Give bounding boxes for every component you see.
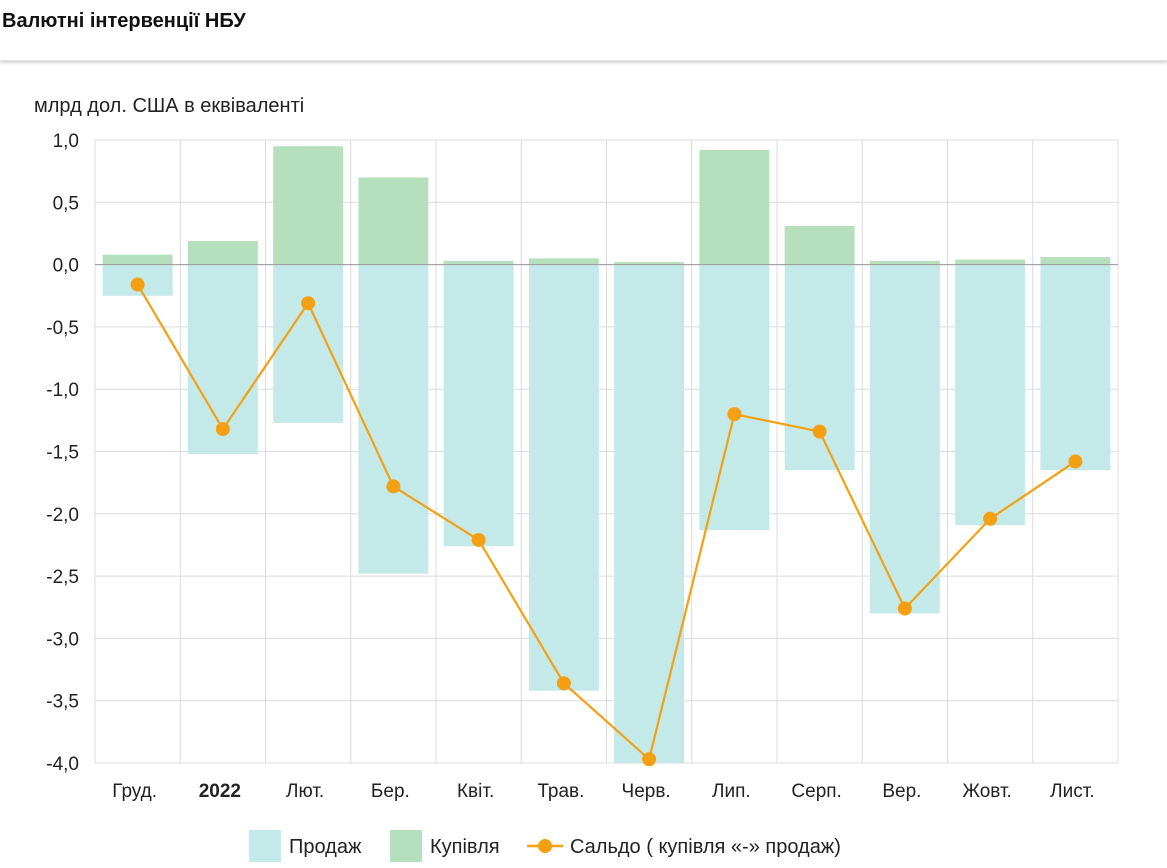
- y-tick-label: -1,0: [46, 380, 79, 401]
- legend: Продаж Купівля Сальдо ( купівля «-» продаж…: [249, 830, 841, 862]
- balance-point: [130, 277, 145, 292]
- x-tick-label: Бер.: [371, 781, 410, 802]
- buy-bar: [614, 262, 685, 265]
- y-tick-label: -4,0: [46, 754, 79, 775]
- x-tick-label: Черв.: [622, 781, 671, 802]
- y-axis-ticks: 1,0 0,5 0,0 -0,5 -1,0 -1,5 -2,0 -2,5 -3,0 -3,5 -4,…: [46, 131, 79, 775]
- y-tick-label: -3,0: [46, 629, 79, 650]
- legend-label-buy: Купівля: [430, 836, 500, 858]
- balance-point: [471, 532, 486, 547]
- balance-point: [812, 424, 827, 439]
- x-tick-label: Лют.: [286, 781, 324, 802]
- buy-bar: [358, 177, 429, 265]
- buy-bar: [102, 254, 173, 265]
- sell-bar: [358, 264, 429, 574]
- balance-line: [130, 277, 1083, 767]
- balance-point: [897, 601, 912, 616]
- balance-point: [642, 752, 657, 767]
- x-axis-ticks: Груд. 2022 Лют. Бер. Квіт. Трав. Черв. Лип. Серп…: [112, 781, 1094, 802]
- y-tick-label: -0,5: [46, 318, 79, 339]
- buy-bar: [273, 146, 344, 265]
- x-tick-label: Серп.: [791, 781, 841, 802]
- buy-bar: [955, 259, 1026, 265]
- y-tick-label: 0,5: [53, 193, 79, 214]
- legend-swatch-sell: [249, 830, 281, 862]
- y-tick-label: 0,0: [53, 256, 79, 277]
- balance-point: [1068, 454, 1083, 469]
- balance-point: [983, 511, 998, 526]
- balance-line-path: [136, 283, 1076, 762]
- balance-point: [727, 407, 742, 422]
- sell-bar: [955, 264, 1026, 526]
- y-tick-label: -3,5: [46, 692, 79, 713]
- balance-point: [215, 422, 230, 437]
- y-tick-label: 1,0: [53, 131, 79, 152]
- header-bar: Валютні інтервенції НБУ: [0, 0, 1167, 61]
- x-tick-label: Лип.: [712, 781, 751, 802]
- buy-bar: [528, 258, 599, 265]
- sell-bar: [1040, 264, 1111, 471]
- y-tick-label: -1,5: [46, 443, 79, 464]
- page-title: Валютні інтервенції НБУ: [2, 10, 246, 32]
- sell-bar: [528, 264, 599, 691]
- balance-point: [386, 479, 401, 494]
- sell-bar: [784, 264, 855, 471]
- buy-bar: [443, 260, 514, 265]
- sell-bar: [443, 264, 514, 547]
- buy-bar: [187, 240, 258, 265]
- chart: млрд дол. США в еквіваленті 1,0 0,5 0,0 -0,…: [34, 95, 1119, 862]
- buy-bar: [1040, 257, 1111, 265]
- sell-bar: [869, 264, 940, 614]
- x-tick-label: Трав.: [537, 781, 584, 802]
- legend-label-balance: Сальдо ( купівля «-» продаж): [570, 836, 841, 858]
- y-tick-label: -2,5: [46, 567, 79, 588]
- sell-bar: [699, 264, 770, 530]
- x-tick-label: Вер.: [882, 781, 921, 802]
- sell-bar: [273, 264, 344, 423]
- y-tick-label: -2,0: [46, 505, 79, 526]
- x-tick-label: Лист.: [1050, 781, 1094, 802]
- buy-bars: [102, 146, 1111, 265]
- balance-point: [301, 296, 316, 311]
- sell-bar: [614, 264, 685, 763]
- legend-swatch-buy: [390, 830, 422, 862]
- grid: [94, 139, 1119, 764]
- buy-bar: [869, 260, 940, 265]
- legend-label-sell: Продаж: [289, 836, 362, 858]
- x-tick-label: Квіт.: [457, 781, 494, 802]
- legend-marker-balance: [538, 839, 552, 853]
- x-tick-label: 2022: [199, 781, 241, 802]
- y-axis-label: млрд дол. США в еквіваленті: [34, 95, 304, 117]
- balance-point: [556, 676, 571, 691]
- x-tick-label: Груд.: [112, 781, 157, 802]
- buy-bar: [784, 225, 855, 265]
- buy-bar: [699, 149, 770, 265]
- x-tick-label: Жовт.: [962, 781, 1011, 802]
